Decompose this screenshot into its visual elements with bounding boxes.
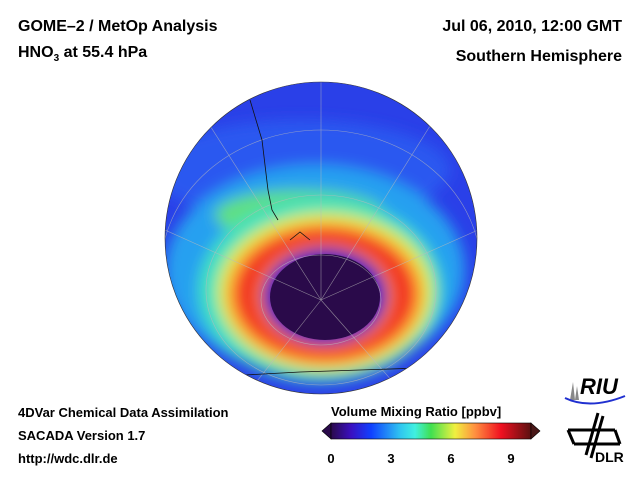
title-line2: HNO3 at 55.4 hPa (18, 44, 148, 65)
colorbar-tick: 6 (447, 451, 455, 466)
coastlines (244, 99, 421, 376)
footer-line2: SACADA Version 1.7 (18, 428, 146, 443)
riu-logo-icon (564, 382, 626, 405)
date-label: Jul 06, 2010, 12:00 GMT (442, 18, 622, 35)
colorbar-title: Volume Mixing Ratio [ppbv] (331, 404, 502, 419)
dlr-logo-text: DLR (595, 449, 624, 465)
dlr-logo-icon (566, 412, 622, 459)
colorbar-gradient (330, 422, 532, 440)
colorbar (321, 422, 541, 440)
colorbar-tick: 3 (387, 451, 395, 466)
graticule (165, 82, 477, 394)
riu-logo-text: RIU (580, 374, 618, 399)
region-label: Southern Hemisphere (455, 48, 622, 65)
colorbar-min-arrow (321, 422, 332, 440)
footer-url: http://wdc.dlr.de (18, 451, 118, 466)
hno3-field (165, 82, 477, 394)
colorbar-max-arrow (530, 422, 541, 440)
title-line1: GOME–2 / MetOp Analysis (18, 18, 218, 35)
footer-line1: 4DVar Chemical Data Assimilation (18, 405, 229, 420)
colorbar-tick: 9 (507, 451, 515, 466)
colorbar-tick: 0 (327, 451, 335, 466)
